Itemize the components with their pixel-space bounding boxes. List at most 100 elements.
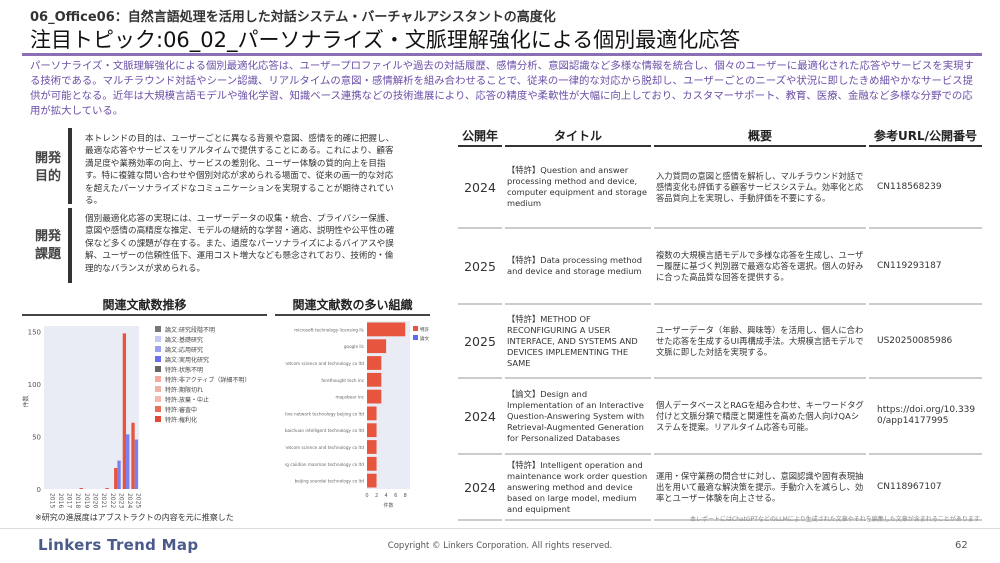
- title-cell: 【特許】Data processing method and device an…: [505, 229, 651, 305]
- challenge-block: 開発課題 個別最適化応答の実現には、ユーザーデータの収集・統合、プライバシー保護…: [35, 208, 395, 283]
- ref-cell[interactable]: CN119293187: [869, 229, 982, 305]
- copyright: Copyright © Linkers Corporation. All rig…: [387, 541, 613, 551]
- page-title: 注目トピック:06_02_パーソナライズ・文脈理解強化による個別最適化応答: [30, 28, 741, 52]
- x-tick-label: 4: [385, 493, 388, 499]
- legend-swatch: [155, 336, 161, 342]
- table-row: 2024 【特許】Question and answer processing m…: [458, 147, 982, 229]
- bar: [367, 440, 377, 454]
- year-cell: 2024: [458, 455, 502, 521]
- logo: Linkers Trend Map: [38, 536, 199, 554]
- legend-label: 論文:基礎研究: [165, 336, 203, 344]
- x-tick-label: 2: [375, 493, 378, 499]
- legend-label: 特許:審査中: [165, 406, 197, 414]
- x-tick-label: 2018: [74, 493, 81, 508]
- purpose-bar: [68, 128, 72, 204]
- year-cell: 2024: [458, 379, 502, 455]
- bar: [367, 372, 382, 387]
- title-cell: 【特許】Intelligent operation and maintenanc…: [505, 455, 651, 521]
- summary-cell: 複数の大規模言語モデルで多様な応答を生成し、ユーザー履歴に基づく判別器で最適な応…: [654, 229, 866, 305]
- header-year: 公開年: [458, 127, 502, 147]
- bar: [105, 487, 109, 489]
- legend-swatch: [155, 356, 161, 362]
- legend-swatch: [155, 366, 161, 372]
- title-cell: 【論文】Design and Implementation of an Inte…: [505, 379, 651, 455]
- bar: [131, 422, 135, 489]
- x-tick-label: 6: [394, 493, 397, 499]
- year-cell: 2025: [458, 229, 502, 305]
- title-divider: [22, 53, 982, 56]
- x-axis-label: 件数: [383, 502, 393, 509]
- disclaimer: 本レポートにはChatGPTなどのLLMにより生成された文章やそれを編集した文章…: [690, 516, 980, 523]
- legend-swatch: [155, 386, 161, 392]
- table-row: 2025 【特許】Data processing method and devic…: [458, 229, 982, 305]
- legend-swatch: [155, 376, 161, 382]
- y-tick-label: beijing baidu netcom science and technol…: [285, 445, 364, 450]
- legend-label: 論文:応用研究: [165, 346, 203, 354]
- title-cell: 【特許】Question and answer processing metho…: [505, 147, 651, 229]
- legend-label: 特許:状態不明: [165, 366, 203, 374]
- x-tick-label: 2023: [117, 493, 124, 508]
- legend-label: 特許:放棄・中止: [165, 396, 209, 404]
- y-axis-label: 件数: [22, 395, 30, 407]
- summary-cell: 入力質問の意図と感情を解析し、マルチラウンド対話で感情変化も評価する顧客サービス…: [654, 147, 866, 229]
- bar: [134, 439, 138, 489]
- x-tick-label: 2015: [48, 493, 55, 508]
- bar: [367, 322, 406, 337]
- legend-swatch: [413, 335, 418, 340]
- bar: [367, 356, 382, 370]
- legend-label: 特許:期限切れ: [165, 386, 203, 394]
- legend-swatch: [155, 326, 161, 332]
- bar: [117, 460, 121, 489]
- x-tick-label: 2020: [92, 493, 99, 508]
- header-ref: 参考URL/公開番号: [869, 127, 982, 147]
- y-tick-label: mapsbear inc: [336, 395, 365, 400]
- table-row: 2024 【論文】Design and Implementation of an …: [458, 379, 982, 455]
- legend-swatch: [155, 396, 161, 402]
- y-tick-label: 150: [28, 328, 41, 336]
- year-cell: 2024: [458, 147, 502, 229]
- legend-label: 論文:実用化研究: [165, 356, 209, 364]
- org-chart: microsoft technology licensing llc google…: [285, 321, 429, 509]
- x-tick-label: 2024: [126, 493, 133, 508]
- challenge-bar: [68, 208, 72, 283]
- ref-cell[interactable]: CN118568239: [869, 147, 982, 229]
- ref-cell[interactable]: https://doi.org/10.3390/app14177995: [869, 379, 982, 455]
- x-tick-label: 0: [365, 493, 368, 499]
- x-tick-label: 2019: [83, 493, 90, 508]
- bar: [367, 473, 377, 488]
- bar: [367, 423, 377, 438]
- bar: [114, 467, 118, 489]
- chart2-title: 関連文献数の多い組織: [275, 296, 430, 316]
- y-tick-label: 50: [32, 433, 41, 441]
- bar: [367, 389, 382, 404]
- purpose-label: 開発目的: [35, 151, 62, 184]
- table-row: 2025 【特許】METHOD OF RECONFIGURING A USER I…: [458, 305, 982, 379]
- intro-text: パーソナライズ・文脈理解強化による個別最適化応答は、ユーザープロファイルや過去の…: [30, 60, 974, 117]
- header-summary: 概要: [654, 127, 866, 147]
- footer-divider: [0, 528, 1000, 529]
- legend-swatch: [155, 416, 161, 422]
- y-tick-label: baidu online network technology beijing …: [285, 411, 364, 416]
- table-row: 2024 【特許】Intelligent operation and mainte…: [458, 455, 982, 521]
- y-tick-label: microsoft technology licensing llc: [294, 327, 365, 332]
- legend-label: 特許: [420, 326, 429, 333]
- x-tick-label: 2025: [135, 493, 142, 508]
- y-tick-label: forethought tech inc: [321, 378, 364, 383]
- legend-swatch: [155, 346, 161, 352]
- page-number: 62: [955, 540, 968, 551]
- legend-label: 論文:研究段階不明: [165, 326, 215, 334]
- challenge-text: 個別最適化応答の実現には、ユーザーデータの収集・統合、プライバシー保護、意図や感…: [85, 214, 395, 274]
- bar: [122, 333, 127, 489]
- ref-cell[interactable]: CN118967107: [869, 455, 982, 521]
- supertitle: 06_Office06：自然言語処理を活用した対話システム・バーチャルアシスタン…: [30, 10, 556, 25]
- purpose-text: 本トレンドの目的は、ユーザーごとに異なる背景や意図、感情を的確に把握し、最適な応…: [85, 134, 395, 207]
- legend-swatch: [155, 406, 161, 412]
- y-tick-label: beijing soundai technology co ltd: [295, 479, 365, 484]
- ref-cell[interactable]: US20250085986: [869, 305, 982, 379]
- bar: [367, 456, 377, 471]
- y-tick-label: baidu netcom science and technology co l…: [285, 361, 364, 366]
- x-tick-label: 2022: [109, 493, 116, 508]
- y-tick-label: 0: [37, 486, 41, 494]
- x-tick-label: 2017: [66, 493, 73, 508]
